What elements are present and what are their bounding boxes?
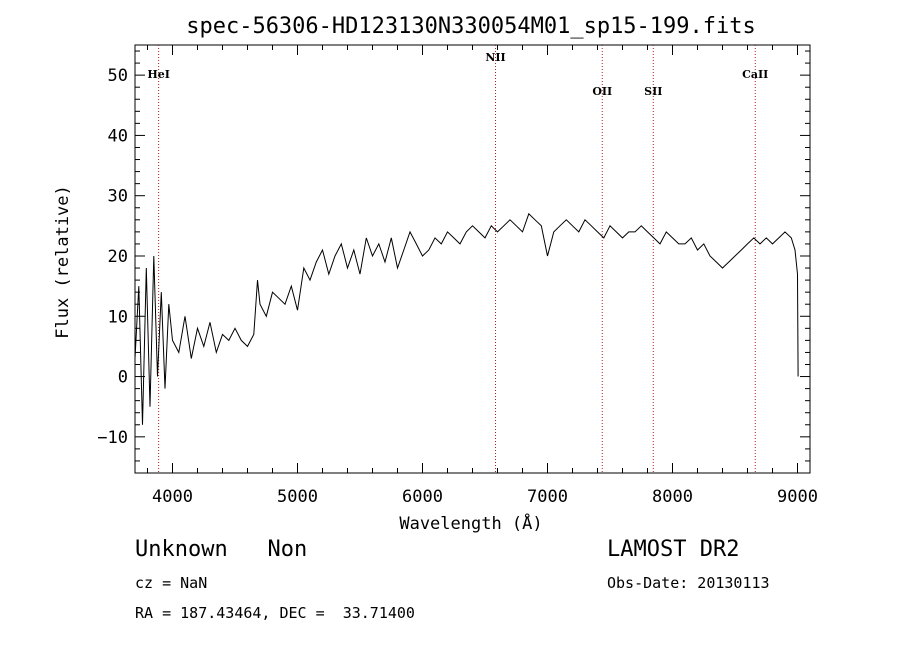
y-tick-label: 40 [108,126,128,146]
spectral-line-label: SII [644,85,662,98]
object-class-label: Unknown Non [135,537,308,562]
obs-date-label: Obs-Date: 20130113 [607,574,770,592]
y-tick-label: 20 [108,247,128,267]
plot-frame [134,44,811,474]
chart-title: spec-56306-HD123130N330054M01_sp15-199.f… [186,14,756,39]
y-tick-label: 30 [108,187,128,207]
y-tick-label: 0 [118,368,128,388]
spectral-line-label: HeI [147,68,170,81]
x-tick-label: 5000 [277,487,318,507]
x-tick-label: 7000 [527,487,568,507]
spectral-line-label: CaII [742,68,768,81]
x-tick-label: 9000 [777,487,818,507]
plot-area: 4000 5000 6000 7000 8000 9000 −10 0 10 20 30 40 50 He… [97,44,818,507]
y-tick-label: 10 [108,307,128,327]
spectral-line-label: NII [485,51,505,64]
x-tick-label: 6000 [402,487,443,507]
y-axis-label: Flux (relative) [53,185,73,339]
redshift-label: cz = NaN [135,574,208,592]
x-axis-label: Wavelength (Å) [399,512,542,534]
spectrum-line [134,212,799,425]
survey-label: LAMOST DR2 [607,537,740,562]
y-tick-label: −10 [97,428,128,448]
spectral-line-label: OII [592,85,612,98]
y-tick-label: 50 [108,66,128,86]
x-tick-label: 4000 [152,487,193,507]
coordinates-label: RA = 187.43464, DEC = 33.71400 [135,604,415,622]
x-tick-label: 8000 [652,487,693,507]
